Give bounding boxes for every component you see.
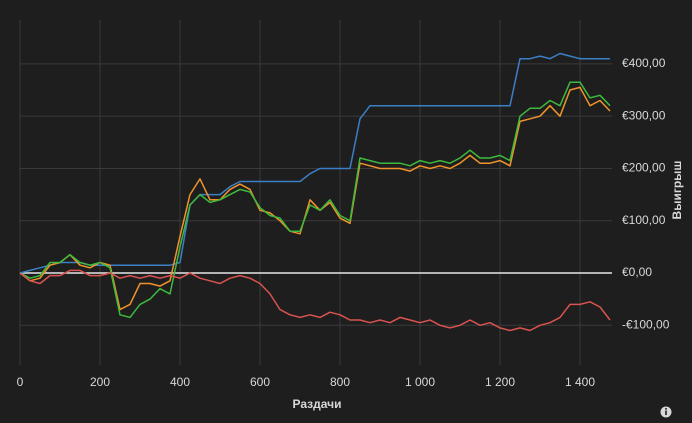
y-tick-label: €100,00 — [622, 213, 666, 227]
y-tick-label: -€100,00 — [622, 317, 670, 331]
x-tick-label: 800 — [330, 375, 350, 389]
y-tick-label: €400,00 — [622, 56, 666, 70]
x-tick-label: 400 — [170, 375, 190, 389]
y-tick-label: €200,00 — [622, 161, 666, 175]
info-icon[interactable] — [660, 406, 672, 418]
x-tick-label: 600 — [250, 375, 270, 389]
x-tick-label: 0 — [17, 375, 24, 389]
series-line — [19, 81, 611, 319]
series-line — [19, 52, 610, 274]
y-axis-title: Выигрыш — [670, 161, 684, 220]
x-tick-label: 200 — [90, 375, 110, 389]
y-tick-label: €0,00 — [622, 265, 652, 279]
x-tick-label: 1 000 — [405, 375, 435, 389]
x-tick-label: 1 400 — [565, 375, 595, 389]
series-line — [19, 86, 611, 311]
x-tick-label: 1 200 — [485, 375, 515, 389]
series-line — [19, 269, 611, 332]
x-axis-title: Раздачи — [293, 397, 342, 411]
y-tick-label: €300,00 — [622, 108, 666, 122]
